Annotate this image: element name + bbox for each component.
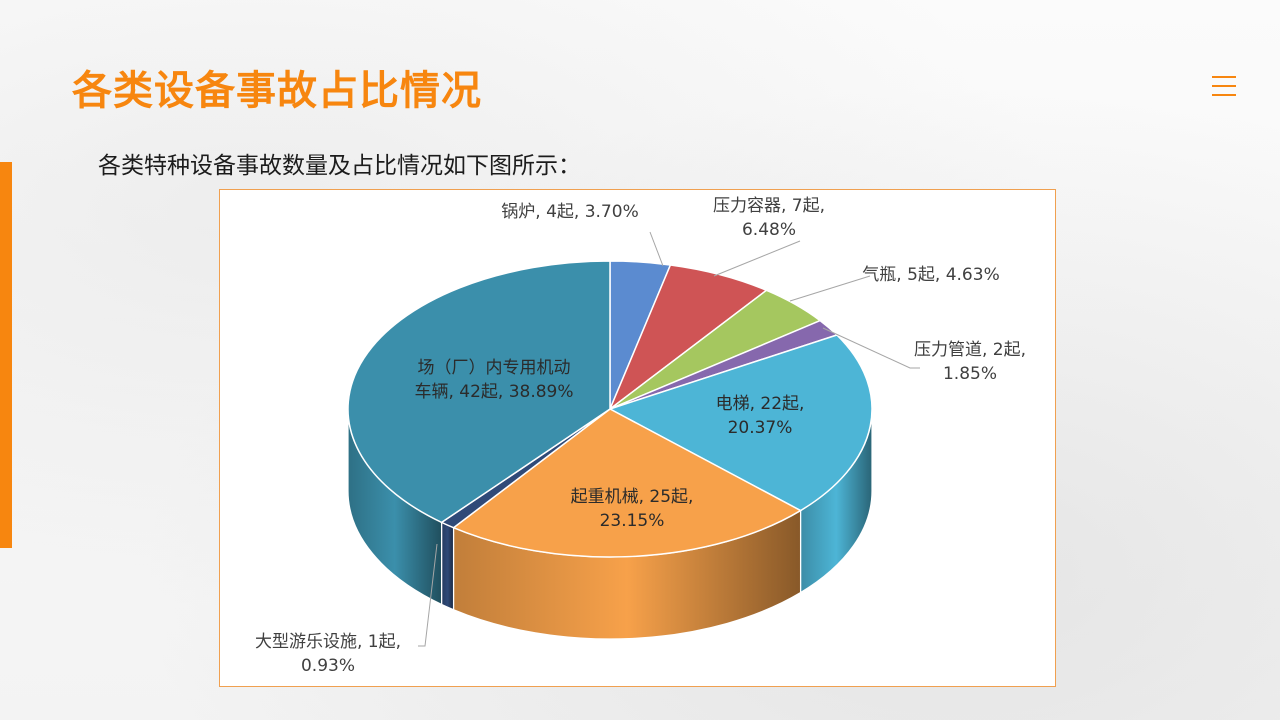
page-subtitle: 各类特种设备事故数量及占比情况如下图所示：: [98, 153, 581, 179]
data-label-1: 压力容器, 7起, 6.48%: [713, 196, 825, 240]
data-label-7: 场（厂）内专用机动车辆, 42起, 38.89%: [414, 358, 573, 402]
chart-frame: 锅炉, 4起, 3.70% 压力容器, 7起, 6.48% 气瓶, 5起, 4.63%…: [219, 189, 1056, 687]
data-label-2: 气瓶, 5起, 4.63%: [862, 265, 999, 285]
pie-slice-4[interactable]: [608, 334, 873, 512]
pie-chart: 锅炉, 4起, 3.70% 压力容器, 7起, 6.48% 气瓶, 5起, 4.63%…: [255, 196, 1026, 676]
leader-line-2: [789, 275, 871, 302]
page-title: 各类设备事故占比情况: [72, 68, 482, 114]
leader-line-3: [822, 327, 920, 369]
data-label-6: 大型游乐设施, 1起, 0.93%: [255, 632, 401, 676]
hamburger-menu-icon[interactable]: [1212, 74, 1236, 98]
data-label-4: 电梯, 22起, 20.37%: [716, 394, 805, 438]
pie-slice-5[interactable]: [452, 408, 803, 558]
accent-bar: [0, 162, 12, 548]
leader-line-6: [418, 543, 438, 647]
data-label-0: 锅炉, 4起, 3.70%: [501, 202, 638, 222]
leader-line-0: [649, 231, 664, 267]
leader-line-1: [713, 240, 801, 277]
data-label-3: 压力管道, 2起, 1.85%: [914, 340, 1026, 384]
data-label-5: 起重机械, 25起, 23.15%: [571, 487, 694, 531]
pie-side-6: [440, 521, 455, 611]
pie-slice-7[interactable]: [347, 260, 611, 524]
